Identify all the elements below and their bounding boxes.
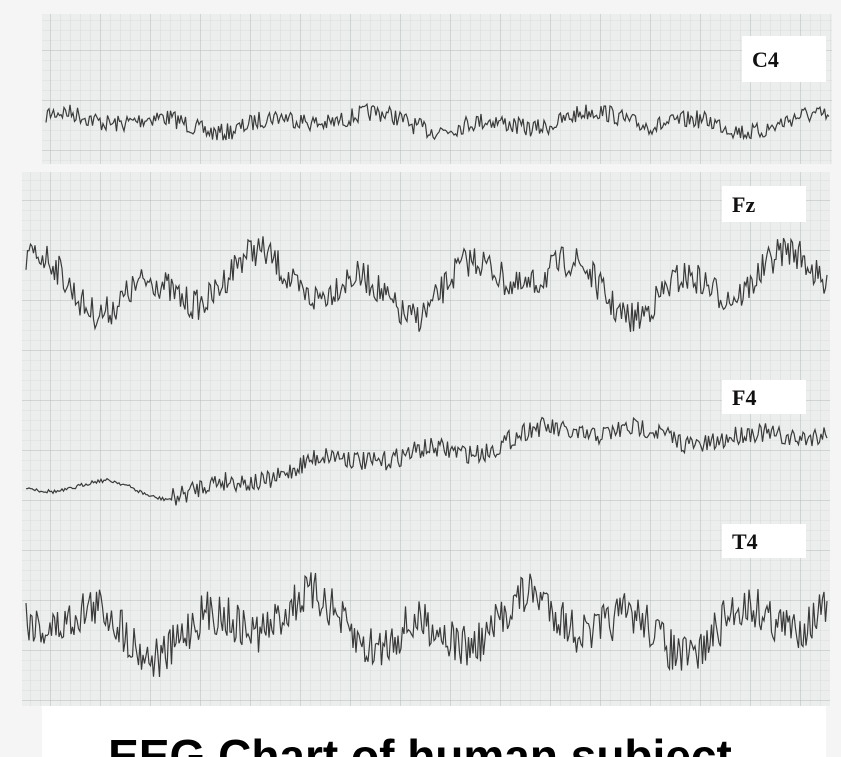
eeg-trace bbox=[25, 572, 828, 678]
channel-label: T4 bbox=[732, 529, 758, 554]
grid-top bbox=[42, 14, 832, 164]
label-box bbox=[722, 380, 806, 414]
eeg-trace bbox=[25, 236, 828, 332]
caption: EEG Chart of human subject bbox=[108, 730, 732, 757]
label-box bbox=[742, 36, 826, 82]
label-box bbox=[722, 186, 806, 222]
channel-label: C4 bbox=[752, 47, 779, 72]
eeg-trace bbox=[25, 416, 828, 506]
eeg-trace bbox=[45, 102, 830, 141]
channel-label: F4 bbox=[732, 385, 756, 410]
label-box bbox=[722, 524, 806, 558]
channel-label: Fz bbox=[732, 192, 755, 217]
caption-box bbox=[42, 706, 826, 757]
traces bbox=[25, 102, 830, 678]
